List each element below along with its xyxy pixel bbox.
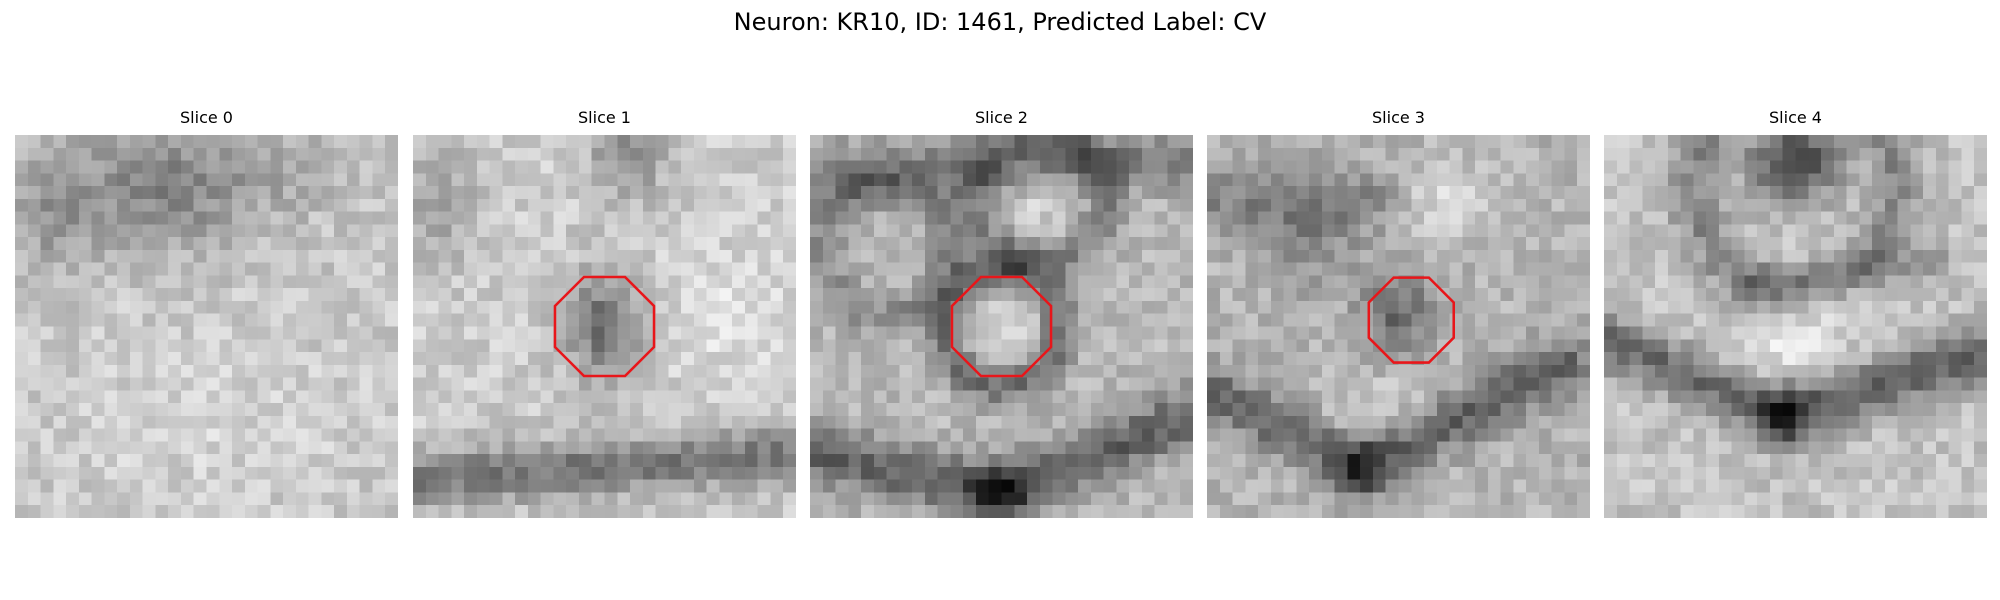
slice-panel-0: Slice 0 (15, 108, 398, 518)
slice-image-4 (1604, 135, 1987, 518)
slice-title-4: Slice 4 (1769, 108, 1822, 127)
roi-octagon-marker (1367, 276, 1456, 364)
slice-panel-4: Slice 4 (1604, 108, 1987, 518)
slice-title-3: Slice 3 (1372, 108, 1425, 127)
slice-title-0: Slice 0 (180, 108, 233, 127)
slice-image-2 (810, 135, 1193, 518)
slice-panel-2: Slice 2 (810, 108, 1193, 518)
figure-title: Neuron: KR10, ID: 1461, Predicted Label:… (733, 8, 1267, 36)
pixel-grid (810, 135, 1193, 518)
roi-octagon-marker (553, 275, 656, 378)
slice-title-1: Slice 1 (578, 108, 631, 127)
slice-image-1 (413, 135, 796, 518)
pixel-grid (15, 135, 398, 518)
pixel-grid (413, 135, 796, 518)
slice-image-3 (1207, 135, 1590, 518)
slice-image-0 (15, 135, 398, 518)
slice-title-2: Slice 2 (975, 108, 1028, 127)
pixel-grid (1207, 135, 1590, 518)
pixel-grid (1604, 135, 1987, 518)
roi-octagon-marker (950, 275, 1053, 378)
slice-panel-1: Slice 1 (413, 108, 796, 518)
slice-panel-3: Slice 3 (1207, 108, 1590, 518)
